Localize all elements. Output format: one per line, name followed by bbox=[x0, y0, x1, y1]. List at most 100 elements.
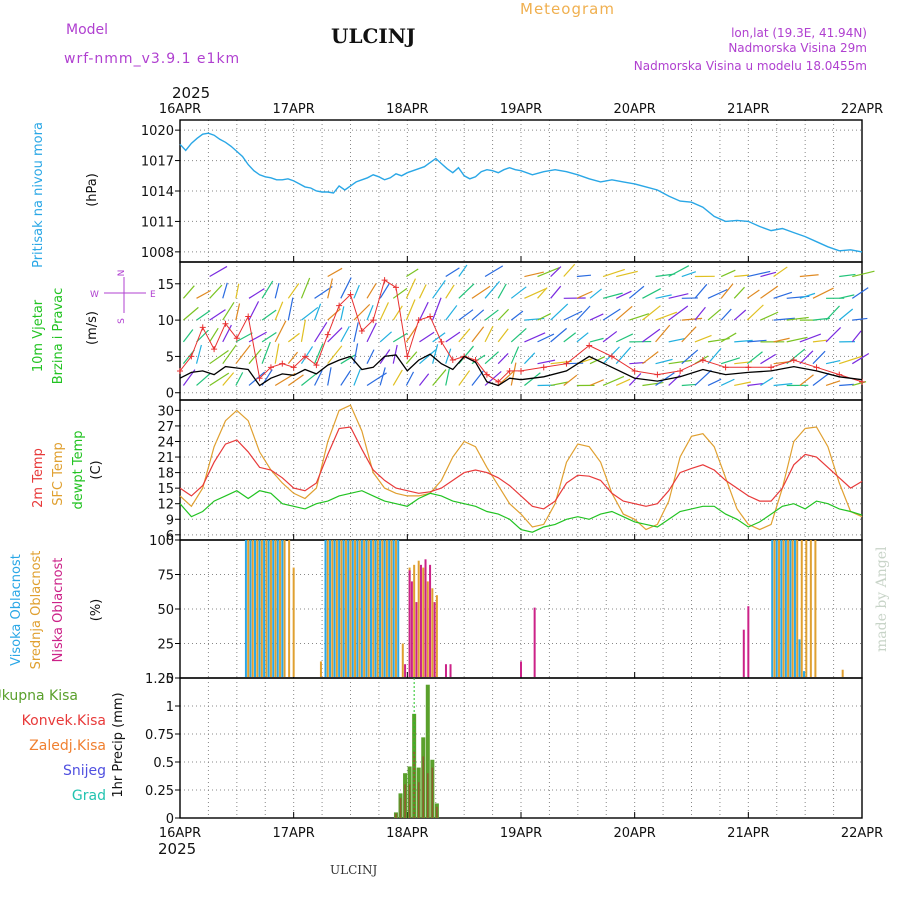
wind-arrow bbox=[694, 369, 712, 386]
wind-arrow bbox=[720, 332, 737, 343]
wind-arrow bbox=[327, 327, 343, 343]
sfc-temp-label: SFC Temp bbox=[51, 442, 66, 506]
gust-marker bbox=[506, 367, 513, 374]
wind-arrow bbox=[209, 309, 226, 321]
wind-arrow bbox=[445, 305, 458, 321]
wind-arrow bbox=[524, 372, 541, 386]
cloud-mid-bar bbox=[340, 540, 343, 677]
y-tick-label: 1 bbox=[166, 700, 174, 715]
cloud-low-bar bbox=[533, 607, 536, 677]
cloud-mid-bar bbox=[256, 540, 259, 677]
cloud-mid-bar bbox=[288, 540, 291, 677]
cloud-mid-bar bbox=[413, 564, 416, 677]
precip-panel: 0 0.25 0.5 0.75 1 1.25 bbox=[145, 672, 863, 827]
precip-conv-bar bbox=[436, 806, 438, 818]
wind-arrow bbox=[471, 354, 486, 365]
pressure-panel: 1008 1011 1014 1017 1020 bbox=[141, 119, 863, 263]
wind-arrow bbox=[615, 305, 633, 321]
cloud-high-bar bbox=[771, 540, 774, 677]
gust-marker bbox=[745, 364, 752, 371]
cloud-mid-bar bbox=[354, 540, 357, 677]
temp2m-label: 2m Temp bbox=[31, 448, 46, 508]
cloud-mid-bar bbox=[800, 540, 803, 677]
gust-marker bbox=[245, 313, 252, 320]
cloud-low-bar bbox=[415, 602, 418, 677]
wind-arrow bbox=[379, 302, 389, 321]
wind-arrow bbox=[287, 351, 299, 365]
cloud-high-label: Visoka Oblacnost bbox=[9, 554, 24, 666]
wind-arrow bbox=[510, 286, 527, 299]
cloud-high-bar bbox=[356, 540, 359, 677]
dewpt-line bbox=[179, 490, 863, 533]
wind-arrow bbox=[458, 370, 471, 386]
wind-arrow bbox=[550, 285, 562, 299]
wind-arrow bbox=[537, 267, 560, 278]
wind-arrow bbox=[720, 357, 740, 365]
wind-arrow bbox=[825, 359, 841, 365]
wind-arrow bbox=[327, 345, 343, 365]
wind-arrow bbox=[222, 282, 228, 299]
wind-arrow bbox=[196, 289, 212, 299]
gust-marker bbox=[233, 335, 240, 342]
cloud-mid-bar bbox=[814, 540, 817, 677]
wind-arrow bbox=[235, 332, 253, 343]
wind-arrow bbox=[799, 333, 822, 343]
wind-arrow bbox=[747, 289, 760, 299]
wind-arrow bbox=[196, 310, 211, 321]
wind-arrow bbox=[563, 263, 576, 277]
cloud-mid-bar bbox=[841, 669, 844, 677]
cloud-high-bar bbox=[244, 540, 247, 677]
wind-arrow bbox=[825, 305, 840, 321]
wind-arrow bbox=[497, 283, 507, 299]
wind-arrow bbox=[773, 383, 793, 387]
wind-arrow bbox=[287, 297, 294, 321]
wind-arrow bbox=[392, 344, 398, 364]
cloud-high-bar bbox=[351, 540, 354, 677]
wind-arrow bbox=[694, 283, 708, 299]
wind-arrow bbox=[445, 267, 460, 278]
wind-arrow bbox=[760, 311, 779, 321]
wind-arrow bbox=[642, 328, 661, 343]
cloud-high-bar bbox=[324, 540, 327, 677]
wind-arrow bbox=[694, 334, 712, 343]
wind-arrow bbox=[209, 327, 219, 343]
wind-arrow bbox=[379, 283, 390, 299]
cloud-mid-bar bbox=[363, 540, 366, 677]
precip-snow-label: Snijeg bbox=[63, 763, 106, 779]
wind-arrow bbox=[340, 306, 345, 321]
wind-arrow bbox=[235, 303, 241, 321]
x-year-top: 2025 bbox=[172, 84, 210, 102]
gust-marker bbox=[370, 317, 377, 324]
wind-arrow bbox=[576, 332, 589, 343]
wind-arrow bbox=[222, 324, 232, 343]
cloud-mid-bar bbox=[376, 540, 379, 677]
wind-arrow bbox=[799, 350, 814, 365]
y-tick-label: 18 bbox=[157, 467, 174, 482]
gust-marker bbox=[699, 357, 706, 364]
wind-arrow bbox=[366, 304, 374, 321]
precip-hail-label: Grad bbox=[72, 788, 106, 804]
cloud-mid-bar bbox=[796, 540, 799, 677]
wind-arrow bbox=[602, 292, 623, 299]
y-tick-label: 1020 bbox=[141, 124, 174, 139]
gust-marker bbox=[404, 353, 411, 360]
wind-arrow bbox=[576, 305, 591, 321]
cloud-mid-bar bbox=[292, 567, 295, 677]
wind-arrow bbox=[484, 265, 504, 278]
y-tick-label: 1014 bbox=[141, 185, 174, 200]
cloud-high-bar bbox=[338, 540, 341, 677]
y-tick-label: 0.75 bbox=[145, 728, 174, 743]
wind-arrow bbox=[300, 346, 314, 365]
wind-arrow bbox=[392, 305, 403, 321]
wind-arrow bbox=[510, 328, 527, 343]
wind-arrow bbox=[589, 313, 604, 321]
wind-arrow bbox=[327, 308, 341, 321]
cloud-mid-label: Srednja Oblacnost bbox=[29, 551, 44, 670]
wind-arrow bbox=[406, 268, 419, 278]
wind-arrow bbox=[550, 327, 568, 343]
elevation: Nadmorska Visina 29m bbox=[728, 41, 867, 55]
cloud-mid-bar bbox=[381, 540, 384, 677]
cloud-low-bar bbox=[742, 629, 745, 677]
cloud-mid-bar bbox=[283, 540, 286, 677]
